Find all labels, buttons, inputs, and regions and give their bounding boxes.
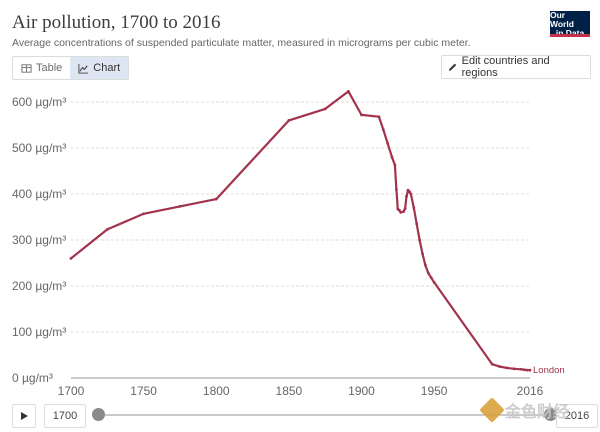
data-point[interactable] (421, 252, 424, 256)
data-point[interactable] (519, 367, 523, 371)
data-point[interactable] (415, 222, 419, 226)
timeline-start-handle[interactable] (92, 408, 105, 421)
owid-logo[interactable]: Our World in Data (550, 9, 590, 38)
y-tick-label: 100 µg/m³ (12, 325, 66, 339)
tab-chart[interactable]: Chart (70, 57, 129, 79)
timeline-end-handle[interactable] (544, 408, 557, 421)
timeline-controls: 1700 2016 (0, 398, 600, 432)
data-point[interactable] (399, 211, 403, 214)
tab-chart-label: Chart (93, 62, 121, 74)
logo-accent-bar (550, 34, 590, 37)
x-tick-label: 1700 (58, 384, 85, 396)
data-point[interactable] (525, 368, 529, 372)
x-tick-label: 1850 (276, 384, 303, 396)
y-axis-ticks: 0 µg/m³ 100 µg/m³ 200 µg/m³ 300 µg/m³ 400 µg… (12, 95, 66, 385)
data-point[interactable] (403, 207, 407, 211)
play-button[interactable] (12, 404, 36, 428)
pencil-icon (448, 63, 457, 71)
data-point[interactable] (402, 210, 406, 213)
data-point[interactable] (408, 190, 411, 194)
data-point[interactable] (397, 208, 401, 212)
data-point[interactable] (69, 257, 73, 260)
timeline-start-year[interactable]: 1700 (44, 404, 86, 428)
data-point[interactable] (377, 115, 381, 119)
data-point[interactable] (323, 107, 327, 111)
play-icon (21, 412, 28, 420)
y-tick-label: 0 µg/m³ (12, 371, 53, 385)
edit-countries-button[interactable]: Edit countries and regions (441, 55, 591, 79)
data-point[interactable] (528, 368, 532, 372)
data-point[interactable] (386, 142, 390, 145)
table-icon (21, 63, 32, 73)
series-layer: London (69, 90, 565, 376)
data-point[interactable] (512, 367, 516, 371)
x-axis-ticks: 1700 1750 1800 1850 1900 1950 2016 (58, 384, 544, 396)
y-tick-label: 500 µg/m³ (12, 141, 66, 155)
x-tick-label: 1900 (348, 384, 375, 396)
data-point[interactable] (347, 90, 350, 93)
data-point[interactable] (412, 206, 416, 210)
data-point[interactable] (393, 163, 397, 167)
y-tick-label: 200 µg/m³ (12, 279, 66, 293)
grid-lines (71, 101, 530, 333)
y-tick-label: 300 µg/m³ (12, 233, 66, 247)
data-point[interactable] (142, 212, 146, 216)
data-point[interactable] (498, 365, 501, 368)
data-point[interactable] (405, 194, 408, 198)
edit-countries-label: Edit countries and regions (461, 55, 550, 79)
line-chart-icon (78, 63, 89, 74)
y-tick-label: 400 µg/m³ (12, 187, 66, 201)
data-point[interactable] (424, 263, 427, 267)
series-label-london: London (533, 365, 565, 376)
data-point[interactable] (394, 188, 398, 191)
data-point[interactable] (360, 113, 363, 117)
chart-subtitle: Average concentrations of suspended part… (12, 37, 471, 49)
data-point[interactable] (522, 368, 526, 372)
watermark-logo-icon (479, 397, 505, 423)
y-tick-label: 600 µg/m³ (12, 95, 66, 109)
data-point[interactable] (505, 366, 509, 370)
data-point[interactable] (490, 362, 494, 366)
line-chart: 0 µg/m³ 100 µg/m³ 200 µg/m³ 300 µg/m³ 400 µg… (12, 90, 565, 396)
tab-table[interactable]: Table (13, 57, 70, 79)
x-tick-label: 1750 (130, 384, 157, 396)
data-point[interactable] (418, 238, 422, 242)
data-point[interactable] (178, 205, 182, 208)
data-point[interactable] (429, 276, 433, 280)
data-point[interactable] (381, 128, 385, 131)
timeline-end-year[interactable]: 2016 (556, 404, 598, 428)
data-point[interactable] (390, 155, 394, 159)
view-tabs: Table Chart (12, 56, 130, 80)
x-tick-label: 2016 (517, 384, 544, 396)
data-point[interactable] (432, 280, 436, 284)
tab-table-label: Table (36, 62, 63, 74)
x-tick-label: 1950 (421, 384, 448, 396)
chart-title: Air pollution, 1700 to 2016 (12, 12, 221, 33)
logo-line-1: Our World (550, 9, 574, 29)
watermark-text: 金色财经 (505, 404, 570, 421)
data-point[interactable] (426, 271, 430, 275)
logo-line-2: in Data (555, 27, 585, 38)
series-line-london[interactable] (70, 90, 530, 372)
timeline-track[interactable] (92, 408, 557, 421)
watermark: 金色财经 (479, 395, 595, 425)
data-point[interactable] (409, 192, 413, 196)
data-point[interactable] (287, 119, 291, 122)
data-point[interactable] (214, 197, 218, 201)
x-tick-label: 1800 (203, 384, 230, 396)
data-point[interactable] (105, 228, 109, 231)
